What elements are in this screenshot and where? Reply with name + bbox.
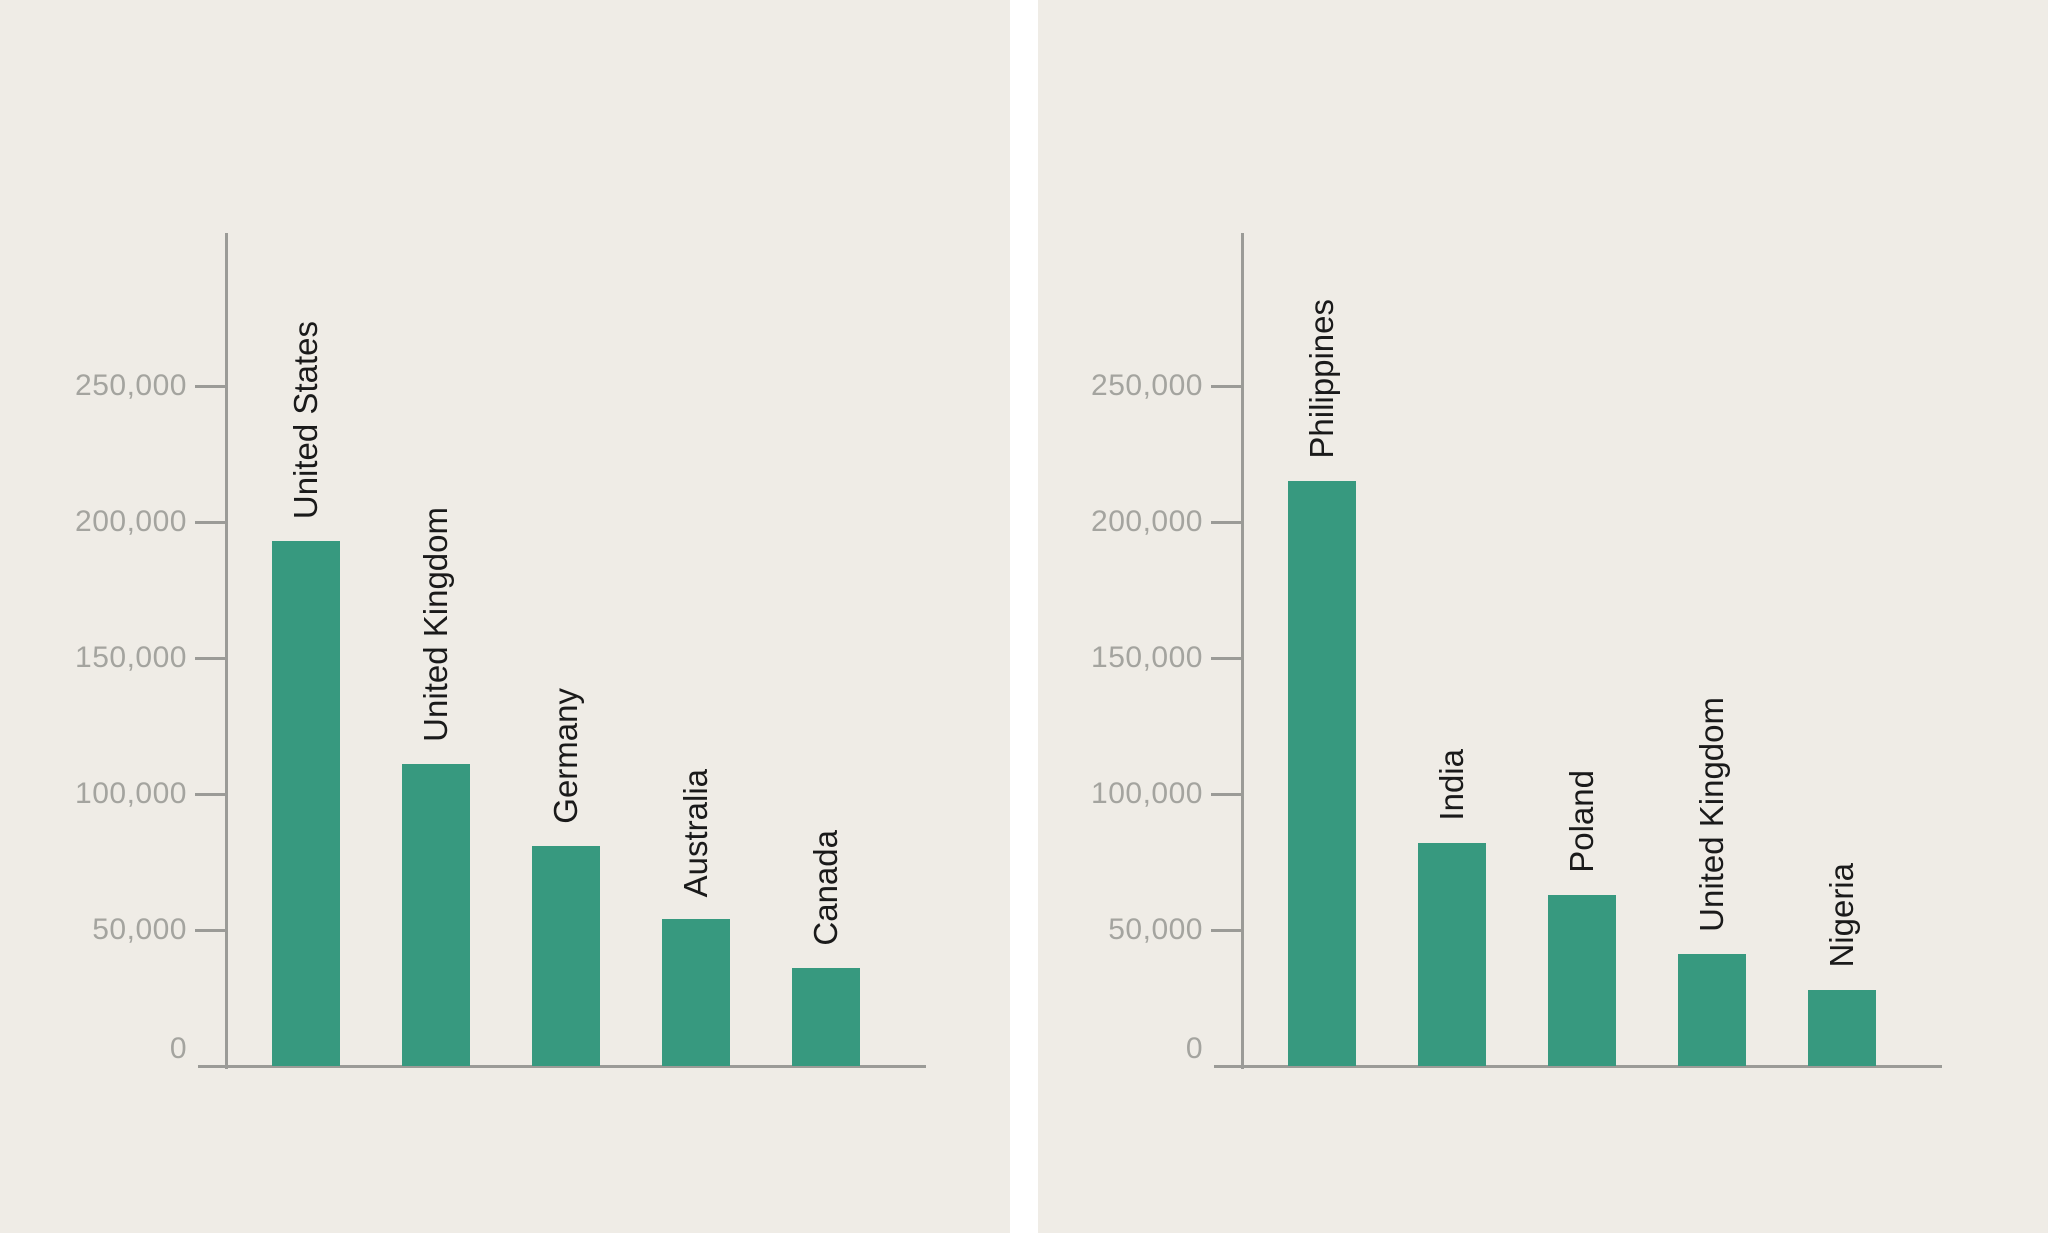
bar-category-label: Canada [807,830,844,946]
bar [272,541,340,1066]
bar-category-label: United Kingdom [417,507,454,742]
chart-panel-right [1038,0,2048,1233]
bar [532,846,600,1066]
y-axis-line [1241,233,1244,1069]
y-tick-label: 100,000 [1091,777,1203,810]
y-tick [195,793,225,796]
y-tick [195,385,225,388]
bar [1808,990,1876,1066]
y-tick [195,929,225,932]
bar [1678,954,1746,1066]
y-tick-label: 200,000 [75,505,187,538]
y-tick-label: 150,000 [1091,641,1203,674]
bar-category-label: Nigeria [1823,863,1860,968]
bar [1288,481,1356,1066]
bar-category-label: Australia [677,768,714,897]
y-tick [1211,657,1241,660]
y-tick [195,657,225,660]
y-tick-label: 50,000 [1108,913,1203,946]
bar-category-label: Germany [547,688,584,824]
bar [1548,895,1616,1066]
y-tick-label: 0 [169,1032,187,1065]
y-tick-label: 250,000 [1091,369,1203,402]
y-tick-label: 150,000 [75,641,187,674]
y-tick [1211,521,1241,524]
y-tick-label: 200,000 [1091,505,1203,538]
y-tick-label: 0 [1185,1032,1203,1065]
bar-category-label: Philippines [1303,299,1340,459]
y-tick [195,521,225,524]
x-axis-line [1214,1065,1942,1068]
panel-divider [1010,0,1038,1233]
y-tick-label: 250,000 [75,369,187,402]
bar [662,919,730,1066]
y-tick [1211,793,1241,796]
y-tick-label: 50,000 [92,913,187,946]
y-tick [1211,929,1241,932]
y-axis-line [225,233,228,1069]
y-tick-label: 100,000 [75,777,187,810]
bar [402,764,470,1066]
y-tick [1211,385,1241,388]
x-axis-line [198,1065,926,1068]
bar-category-label: Poland [1563,770,1600,873]
bar-category-label: India [1433,749,1470,821]
bar [792,968,860,1066]
bar-category-label: United States [287,320,324,519]
bar-category-label: United Kingdom [1693,697,1730,932]
bar [1418,843,1486,1066]
